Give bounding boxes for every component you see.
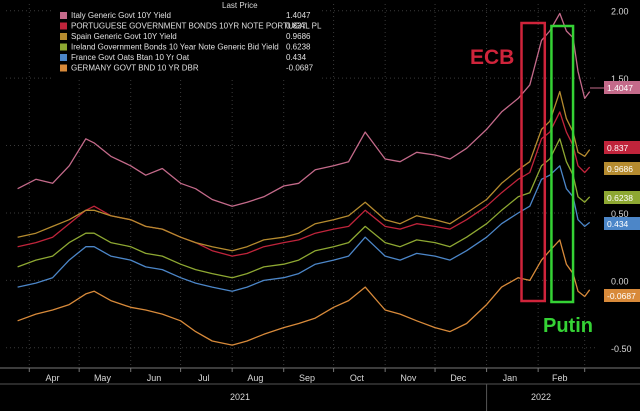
- x-axis: Apr May Jun Jul Aug Sep Oct Nov Dec Jan Feb 2021 202…: [0, 367, 640, 411]
- last-value-badge: [604, 141, 640, 154]
- putin-label: Putin: [543, 315, 593, 337]
- legend-entry-name: France Govt Oats Btan 10 Yr Oat: [71, 53, 190, 62]
- legend-background: [52, 0, 322, 80]
- last-value-badge: [604, 191, 640, 204]
- last-value-label: 0.434: [607, 219, 629, 229]
- y-tick-label: 2.00: [611, 7, 629, 17]
- putin-box: [550, 24, 575, 304]
- annotation-boxes: [520, 21, 575, 304]
- ecb-box: [520, 21, 547, 303]
- x-tick-label: Feb: [552, 373, 568, 383]
- x-tick-label: Jul: [198, 373, 210, 383]
- legend-swatch: [60, 22, 67, 30]
- x-tick-label: May: [94, 373, 112, 383]
- x-tick-label: Apr: [46, 373, 60, 383]
- legend-swatch: [60, 54, 67, 61]
- last-value-badge: [604, 217, 640, 230]
- legend-swatch: [60, 64, 67, 72]
- last-value-label: 0.6238: [607, 193, 633, 203]
- y-tick-label: 1.50: [611, 74, 629, 84]
- y-tick-label: 0.00: [611, 276, 629, 286]
- x-tick-label: Nov: [400, 373, 417, 383]
- legend-header: Last Price: [222, 1, 258, 10]
- legend-entry-name: GERMANY GOVT BND 10 YR DBR: [71, 64, 199, 73]
- legend-swatch: [60, 33, 67, 40]
- legend-entry-name: Spain Generic Govt 10Y Yield: [71, 32, 177, 41]
- legend-entry-value: 0.434: [286, 53, 307, 62]
- legend-entry-value: 0.837: [286, 22, 307, 31]
- last-value-badge: [604, 81, 640, 94]
- x-tick-label: Aug: [247, 373, 263, 383]
- legend-entry-name: Ireland Government Bonds 10 Year Note Ge…: [71, 43, 279, 52]
- y-tick-label: -0.50: [611, 344, 632, 354]
- x-tick-label: Dec: [450, 373, 467, 383]
- last-value-label: -0.0687: [607, 291, 636, 301]
- legend-swatch: [60, 12, 67, 19]
- last-value-badge: [604, 289, 640, 302]
- x-tick-label: Jan: [503, 373, 518, 383]
- last-value-label: 0.9686: [607, 164, 633, 174]
- ecb-label: ECB: [470, 46, 514, 69]
- legend-swatch: [60, 43, 67, 51]
- legend-entry-value: -0.0687: [286, 64, 314, 73]
- last-value-badge: [604, 162, 640, 175]
- annotations: ECB Putin: [470, 46, 593, 337]
- x-tick-label: Jun: [147, 373, 162, 383]
- legend-entry-value: 0.9686: [286, 32, 311, 41]
- x-tick-label: Sep: [299, 373, 315, 383]
- last-value-label: 0.837: [607, 143, 629, 153]
- year-label: 2021: [230, 392, 250, 402]
- year-label: 2022: [531, 392, 551, 402]
- legend: Last Price Italy Generic Govt 10Y Yield 1.…: [52, 0, 322, 80]
- legend-entry-value: 0.6238: [286, 43, 311, 52]
- legend-entry-name: Italy Generic Govt 10Y Yield: [71, 11, 171, 20]
- y-tick-label: 0.50: [611, 209, 629, 219]
- last-value-label: 1.4047: [607, 83, 633, 93]
- x-tick-label: Oct: [350, 373, 365, 383]
- last-value-badges: 1.4047 0.837 0.9686 0.6238 0.434 -0.0687: [590, 81, 640, 302]
- legend-entry-value: 1.4047: [286, 11, 311, 20]
- legend-entry-name: PORTUGUESE GOVERNMENT BONDS 10YR NOTE PO…: [71, 22, 322, 31]
